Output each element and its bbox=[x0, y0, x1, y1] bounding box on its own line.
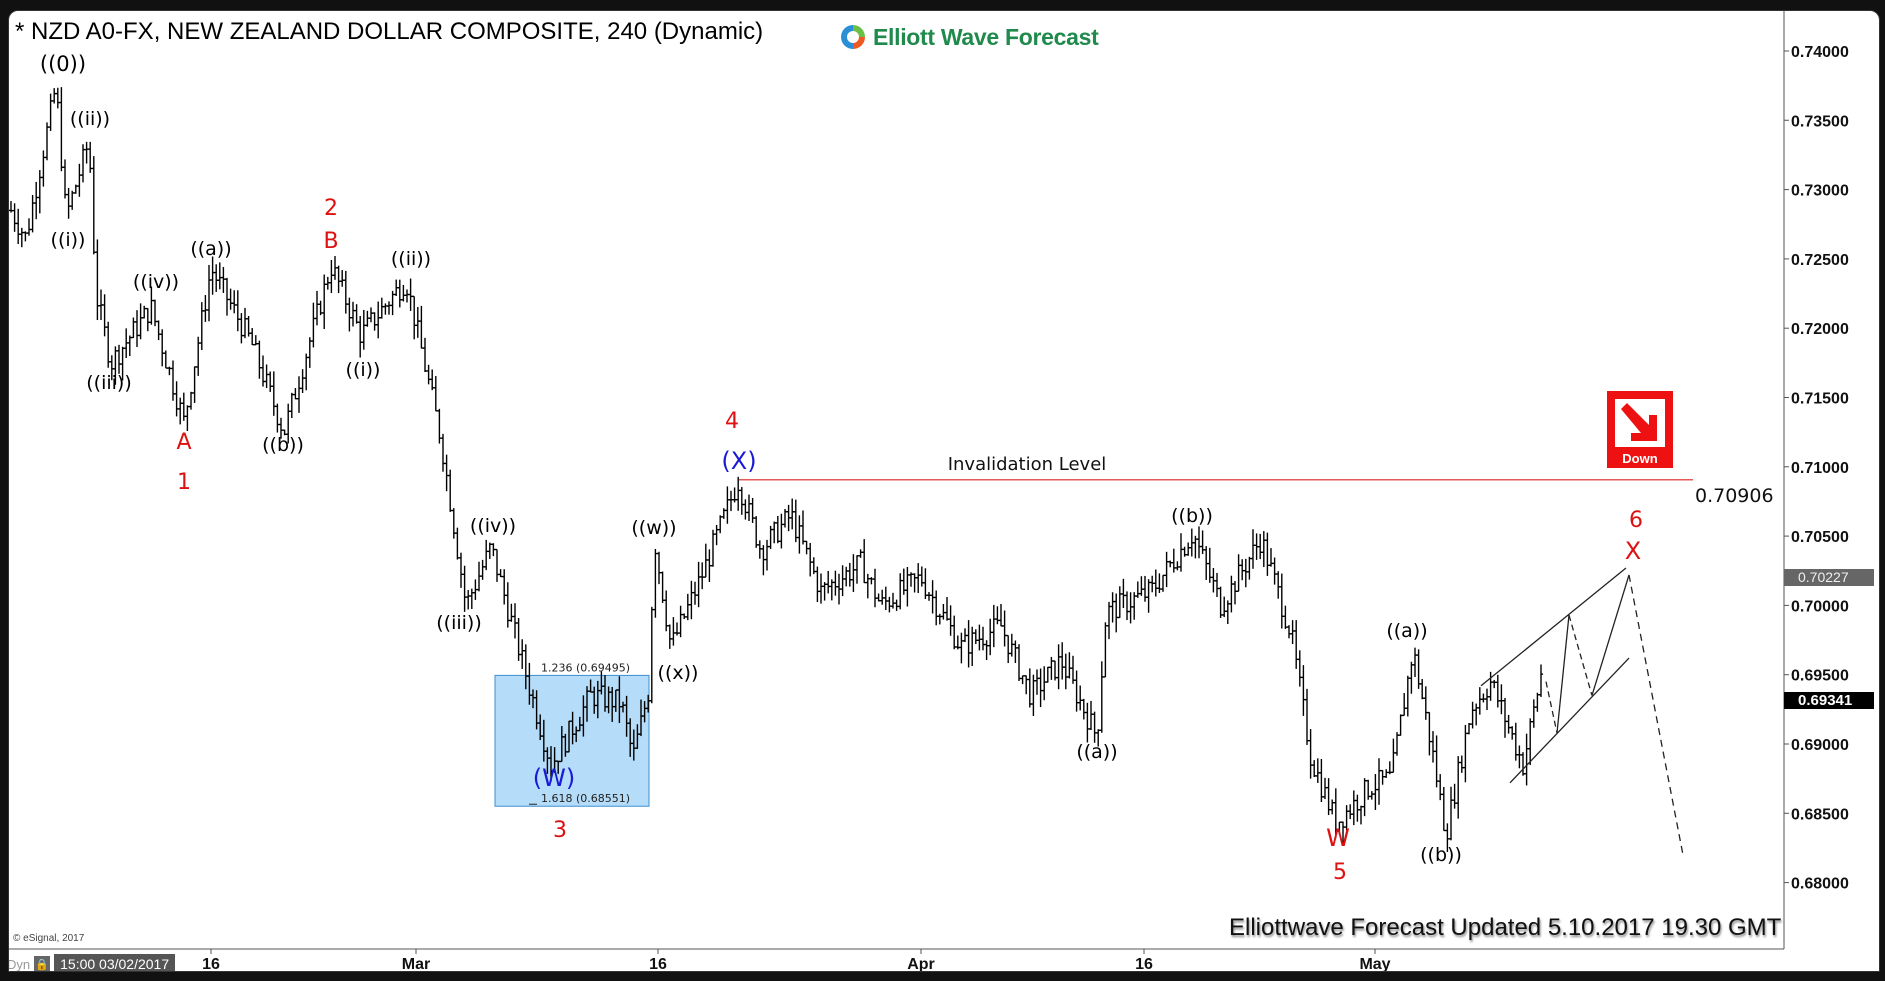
wave-label: 4 bbox=[725, 409, 739, 434]
invalidation-value: 0.70906 bbox=[1695, 485, 1774, 507]
invalidation-label: Invalidation Level bbox=[948, 454, 1107, 475]
logo-swirl-icon bbox=[841, 25, 865, 49]
wave-label: ((iv)) bbox=[133, 271, 179, 293]
projection-leg bbox=[1556, 615, 1570, 733]
down-badge-label: Down bbox=[1622, 451, 1658, 466]
cursor-date-tag: 15:00 03/02/2017 bbox=[54, 954, 176, 971]
price-tag-previous: 0.70227 bbox=[1784, 569, 1874, 586]
x-tick-label: 16 bbox=[202, 956, 220, 971]
wave-label: ((b)) bbox=[1420, 844, 1462, 866]
wave-label: ((0)) bbox=[40, 52, 86, 76]
wave-label: ((iv)) bbox=[470, 515, 516, 537]
y-tick-label: 0.68500 bbox=[1791, 806, 1849, 823]
lock-icon[interactable]: 🔒 bbox=[34, 956, 51, 971]
wave-label: W bbox=[1326, 824, 1350, 852]
esignal-copyright: © eSignal, 2017 bbox=[13, 933, 85, 944]
fib-upper-label: 1.236 (0.69495) bbox=[541, 661, 630, 674]
wave-label: 3 bbox=[553, 818, 567, 843]
update-timestamp: Elliottwave Forecast Updated 5.10.2017 1… bbox=[1229, 914, 1782, 941]
wave-label: 5 bbox=[1333, 860, 1347, 885]
x-tick-label: 16 bbox=[649, 956, 667, 971]
wave-label: 6 bbox=[1629, 508, 1643, 533]
x-tick-label: Mar bbox=[402, 956, 430, 971]
elliott-wave-forecast-logo: Elliott Wave Forecast bbox=[839, 23, 1099, 51]
arrow-down-right-icon bbox=[1621, 403, 1657, 441]
channel-lower-line bbox=[1509, 657, 1630, 784]
wave-label: ((a)) bbox=[1076, 741, 1117, 763]
chart-title: * NZD A0-FX, NEW ZEALAND DOLLAR COMPOSIT… bbox=[15, 18, 764, 45]
price-chart[interactable]: 0.74000 0.73500 0.73000 0.72500 0.72000 0.715… bbox=[9, 11, 1879, 971]
ohlc-bars bbox=[9, 87, 1543, 852]
y-tick-label: 0.73000 bbox=[1791, 183, 1849, 200]
wave-label: A bbox=[176, 430, 191, 455]
y-tick-label: 0.72000 bbox=[1791, 321, 1849, 338]
y-tick-label: 0.74000 bbox=[1791, 44, 1849, 61]
y-tick-label: 0.68000 bbox=[1791, 876, 1849, 893]
time-cursor-status: Dyn 🔒 15:00 03/02/2017 bbox=[8, 953, 176, 972]
wave-label: ((ii)) bbox=[391, 248, 431, 270]
projection-leg bbox=[1591, 574, 1630, 696]
channel-upper-line bbox=[1480, 567, 1627, 687]
wave-label: (X) bbox=[721, 447, 756, 475]
wave-label: B bbox=[323, 229, 338, 254]
wave-label: ((x)) bbox=[658, 662, 699, 684]
y-tick-label: 0.70500 bbox=[1791, 529, 1849, 546]
projection-leg bbox=[1568, 614, 1593, 696]
y-tick-label: 0.73500 bbox=[1791, 113, 1849, 130]
wave-label: (W) bbox=[533, 764, 575, 792]
logo-text: Elliott Wave Forecast bbox=[873, 23, 1099, 50]
y-tick-label: 0.70000 bbox=[1791, 598, 1849, 615]
y-tick-label: 0.69000 bbox=[1791, 737, 1849, 754]
projected-decline-leg bbox=[1628, 574, 1684, 856]
wave-label: ((iii)) bbox=[436, 612, 482, 634]
wave-label: ((i)) bbox=[346, 359, 381, 381]
x-tick-label: May bbox=[1359, 956, 1390, 971]
y-tick-label: 0.72500 bbox=[1791, 252, 1849, 269]
down-direction-badge: Down bbox=[1607, 391, 1673, 468]
wave-label: ((ii)) bbox=[70, 108, 110, 130]
x-tick-label: 16 bbox=[1135, 956, 1153, 971]
y-tick-label: 0.71500 bbox=[1791, 391, 1849, 408]
price-tag-current: 0.69341 bbox=[1784, 692, 1874, 709]
wave-label: ((iii)) bbox=[86, 372, 132, 394]
wave-label: 2 bbox=[324, 196, 338, 221]
wave-label: ((a)) bbox=[190, 238, 231, 260]
wave-label: ((i)) bbox=[51, 229, 86, 251]
projection-leg bbox=[1545, 681, 1558, 734]
wave-label: 1 bbox=[177, 470, 191, 495]
fib-lower-label: 1.618 (0.68551) bbox=[541, 792, 630, 805]
wave-label: ((w)) bbox=[631, 517, 676, 539]
wave-label: ((b)) bbox=[262, 434, 304, 456]
x-tick-label: Apr bbox=[907, 956, 935, 971]
dyn-label: Dyn bbox=[8, 956, 31, 972]
y-tick-label: 0.69500 bbox=[1791, 668, 1849, 685]
chart-panel: 0.74000 0.73500 0.73000 0.72500 0.72000 0.715… bbox=[8, 10, 1880, 972]
y-tick-label: 0.71000 bbox=[1791, 460, 1849, 477]
wave-label: X bbox=[1625, 537, 1641, 565]
wave-label: ((b)) bbox=[1171, 505, 1213, 527]
wave-label: ((a)) bbox=[1386, 620, 1427, 642]
